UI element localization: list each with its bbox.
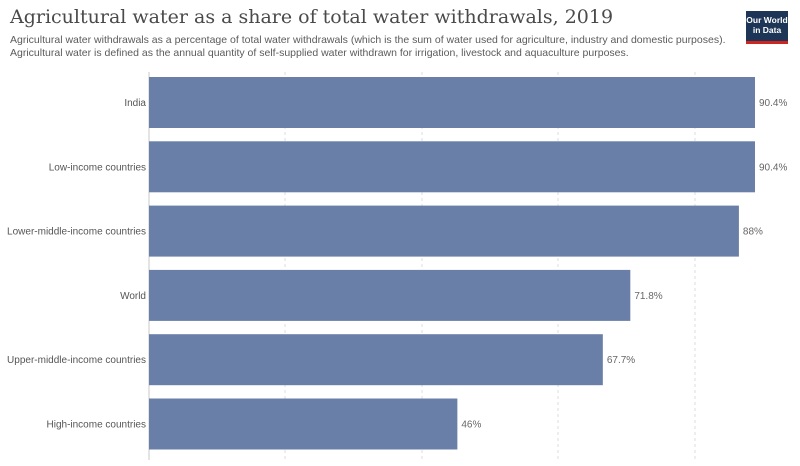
value-label: 88% xyxy=(743,227,763,238)
grid-lines xyxy=(148,72,696,460)
value-label: 46% xyxy=(461,420,481,431)
owid-logo[interactable]: Our World in Data xyxy=(746,11,788,44)
value-label: 67.7% xyxy=(607,355,635,366)
logo-line-2: in Data xyxy=(752,25,782,35)
category-label: High-income countries xyxy=(47,420,147,431)
bar[interactable] xyxy=(149,269,631,321)
logo-line-1: Our World xyxy=(746,15,788,25)
bar[interactable] xyxy=(149,205,739,257)
bar[interactable] xyxy=(149,334,603,386)
value-label: 90.4% xyxy=(759,162,787,173)
category-label: Lower-middle-income countries xyxy=(7,227,146,238)
category-label: Low-income countries xyxy=(49,162,146,173)
chart-subtitle: Agricultural water withdrawals as a perc… xyxy=(10,34,726,59)
value-labels: 90.4% 90.4% 88% 71.8% 67.7% 46% xyxy=(461,98,787,431)
category-label: World xyxy=(120,291,146,302)
bar[interactable] xyxy=(149,77,755,128)
value-label: 90.4% xyxy=(759,98,787,109)
category-label: India xyxy=(124,98,146,109)
chart-title: Agricultural water as a share of total w… xyxy=(10,6,614,28)
bars xyxy=(149,77,755,450)
category-labels: India Low-income countries Lower-middle-in… xyxy=(7,98,146,431)
category-label: Upper-middle-income countries xyxy=(7,355,146,366)
bar[interactable] xyxy=(149,141,755,193)
bar[interactable] xyxy=(149,398,458,450)
value-label: 71.8% xyxy=(634,291,662,302)
